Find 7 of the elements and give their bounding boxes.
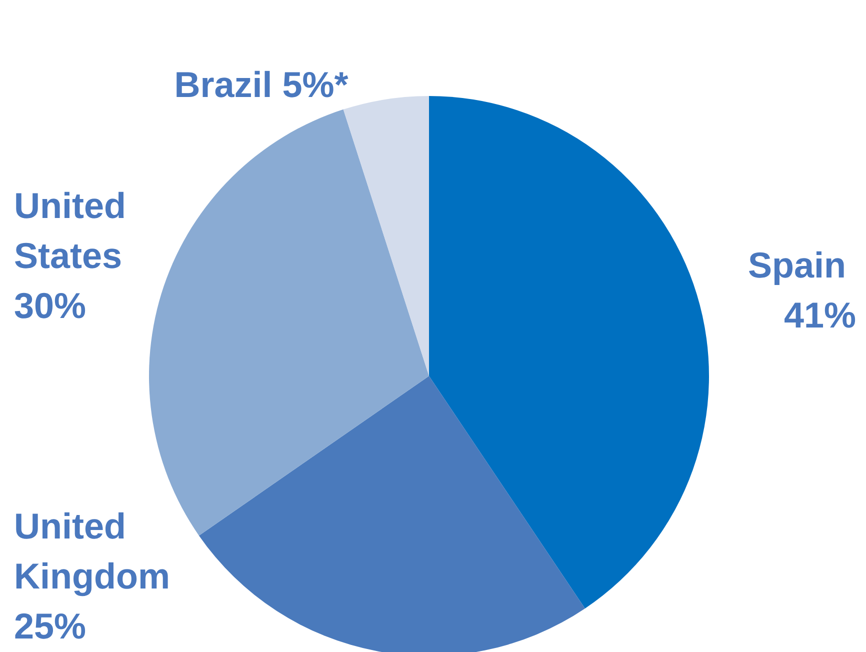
slice-label: United States [14,184,136,276]
data-label: 25% [14,606,86,646]
slice-label: Brazil 5%* [174,64,348,106]
data-label: 41% [784,294,856,336]
slice-label: Spain [748,244,856,286]
slice-label: United Kingdom [14,506,180,596]
data-label: 30% [14,284,86,326]
